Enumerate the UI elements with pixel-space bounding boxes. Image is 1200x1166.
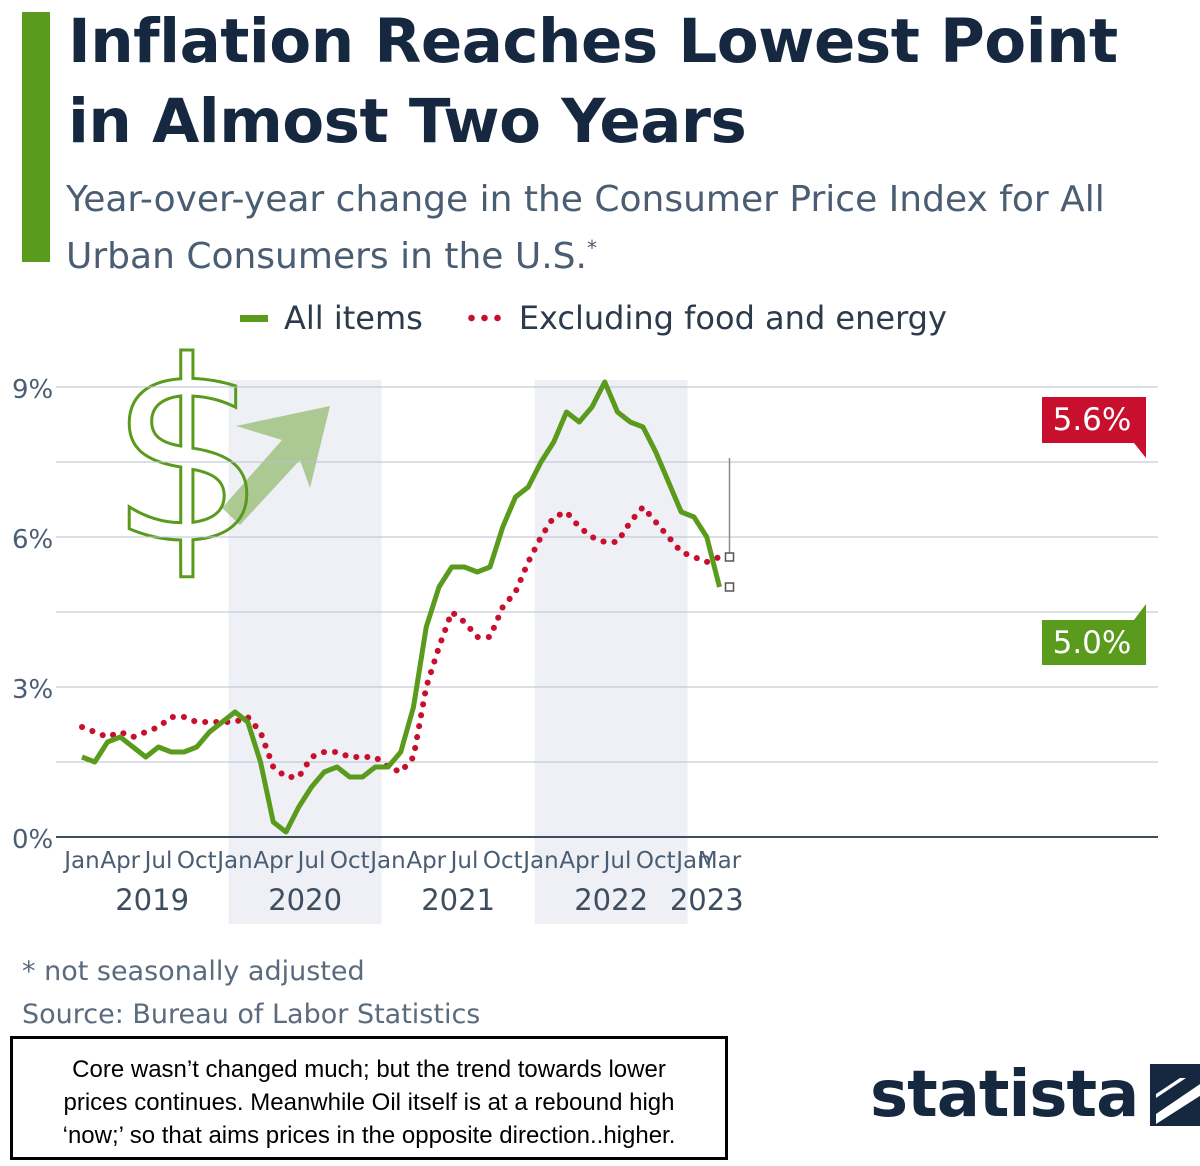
callout-box-all-items xyxy=(1042,604,1146,665)
x-tick-label: Oct xyxy=(483,848,523,874)
y-tick-label: 9% xyxy=(12,375,53,405)
end-marker-all-items xyxy=(724,582,735,592)
year-band xyxy=(228,380,382,924)
end-callouts: 5.6% 5.0% xyxy=(724,397,1146,665)
subtitle-footnote-mark: * xyxy=(586,236,597,260)
year-label: 2021 xyxy=(421,883,495,917)
legend-label-core: Excluding food and energy xyxy=(518,299,947,337)
legend-swatch-core xyxy=(464,314,505,322)
chart-subtitle: Year-over-year change in the Consumer Pr… xyxy=(66,176,1166,281)
note-line-1: Core wasn’t changed much; but the trend … xyxy=(72,1056,666,1083)
subtitle-text: Year-over-year change in the Consumer Pr… xyxy=(66,179,1105,277)
callout-label-all-items: 5.0% xyxy=(1053,625,1132,661)
callout-box-core xyxy=(1042,397,1146,458)
x-tick-label: Oct xyxy=(330,848,370,874)
x-axis: Jan Apr Jul Oct Jan Apr Jul Oct Jan Apr Jul Oct Jan A… xyxy=(62,848,743,917)
x-tick-label: Jan xyxy=(521,848,558,874)
x-tick-label: Apr xyxy=(406,848,446,874)
x-tick-label: Apr xyxy=(559,848,599,874)
note-line-2: prices continues. Meanwhile Oil itself i… xyxy=(63,1089,675,1116)
y-tick-label: 0% xyxy=(12,825,53,855)
x-tick-label: Jul xyxy=(602,848,632,874)
source-credit: Source: Bureau of Labor Statistics xyxy=(22,999,481,1030)
x-tick-label: Jan xyxy=(215,848,252,874)
x-tick-label: Jan xyxy=(674,848,711,874)
x-tick-label: Apr xyxy=(253,848,293,874)
accent-bar xyxy=(22,12,50,262)
x-tick-label: Jan xyxy=(368,848,405,874)
note-line-3: ‘now;’ so that aims prices in the opposi… xyxy=(62,1122,676,1149)
dollar-sign-icon: $ xyxy=(108,340,267,599)
series-lines xyxy=(79,379,723,835)
x-tick-label: Jan xyxy=(62,848,99,874)
series-line-all-items xyxy=(81,379,722,835)
footnote: * not seasonally adjusted xyxy=(22,956,365,987)
statista-logo-icon xyxy=(1150,1064,1200,1126)
x-tick-label: Apr xyxy=(100,848,140,874)
series-line-core xyxy=(79,502,723,780)
legend-swatch-all-items xyxy=(240,314,268,322)
x-tick-label: Mar xyxy=(698,848,742,874)
year-label: 2019 xyxy=(115,883,189,917)
legend-label-all-items: All items xyxy=(284,299,423,337)
up-arrow-icon xyxy=(222,406,330,525)
callout-label-core: 5.6% xyxy=(1053,402,1132,438)
y-tick-label: 6% xyxy=(12,525,53,555)
x-tick-label: Jul xyxy=(449,848,479,874)
brand-wordmark: statista xyxy=(870,1058,1139,1132)
x-tick-label: Oct xyxy=(177,848,217,874)
end-marker-core xyxy=(724,552,735,562)
line-chart: $ 0%3%6%9% Jan Apr Jul Oct Jan Apr Jul Oct Jan Ap… xyxy=(12,340,1158,924)
year-label: 2022 xyxy=(574,883,648,917)
y-tick-label: 3% xyxy=(12,675,53,705)
decoration-group: $ xyxy=(107,340,330,601)
x-tick-label: Jul xyxy=(296,848,326,874)
x-tick-label: Jul xyxy=(143,848,173,874)
chart-title: Inflation Reaches Lowest Point in Almost… xyxy=(68,6,1118,157)
y-axis: 0% 3% 6% 9% xyxy=(12,375,53,855)
x-tick-label: Oct xyxy=(636,848,676,874)
legend: All items Excluding food and energy xyxy=(240,296,947,340)
year-label: 2023 xyxy=(670,883,744,917)
year-label: 2020 xyxy=(268,883,342,917)
statista-brand[interactable]: statista xyxy=(870,1058,1200,1132)
annotation-note: Core wasn’t changed much; but the trend … xyxy=(10,1036,728,1160)
